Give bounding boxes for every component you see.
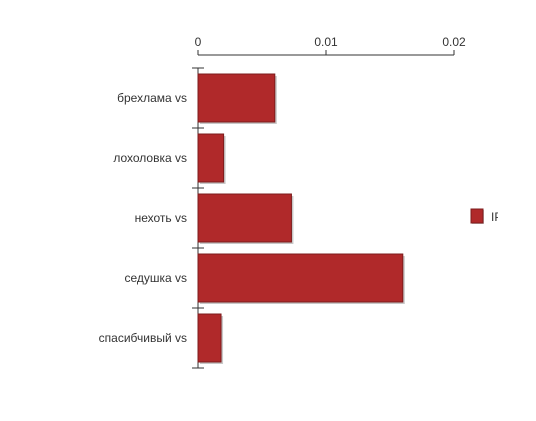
- legend-swatch: [471, 209, 483, 223]
- category-label: седушка vs: [124, 271, 187, 285]
- y-axis: брехлама vs лохоловка vs нехоть vs седушка …: [99, 68, 204, 368]
- legend-crop-mask: [498, 205, 536, 229]
- category-label: лохоловка vs: [113, 151, 187, 165]
- category-label: спасибчивый vs: [99, 331, 187, 345]
- bar: [198, 194, 291, 242]
- category-label: брехлама vs: [117, 91, 187, 105]
- legend: IP: [471, 205, 536, 229]
- category-label: нехоть vs: [135, 211, 187, 225]
- x-axis: 0 0.01 0.02: [195, 35, 466, 55]
- x-tick-label: 0: [195, 35, 202, 49]
- bar: [198, 74, 275, 122]
- bar: [198, 254, 403, 302]
- bar: [198, 134, 224, 182]
- bars: [198, 74, 405, 364]
- bar: [198, 314, 221, 362]
- x-tick-label: 0.01: [314, 35, 338, 49]
- x-tick-label: 0.02: [442, 35, 466, 49]
